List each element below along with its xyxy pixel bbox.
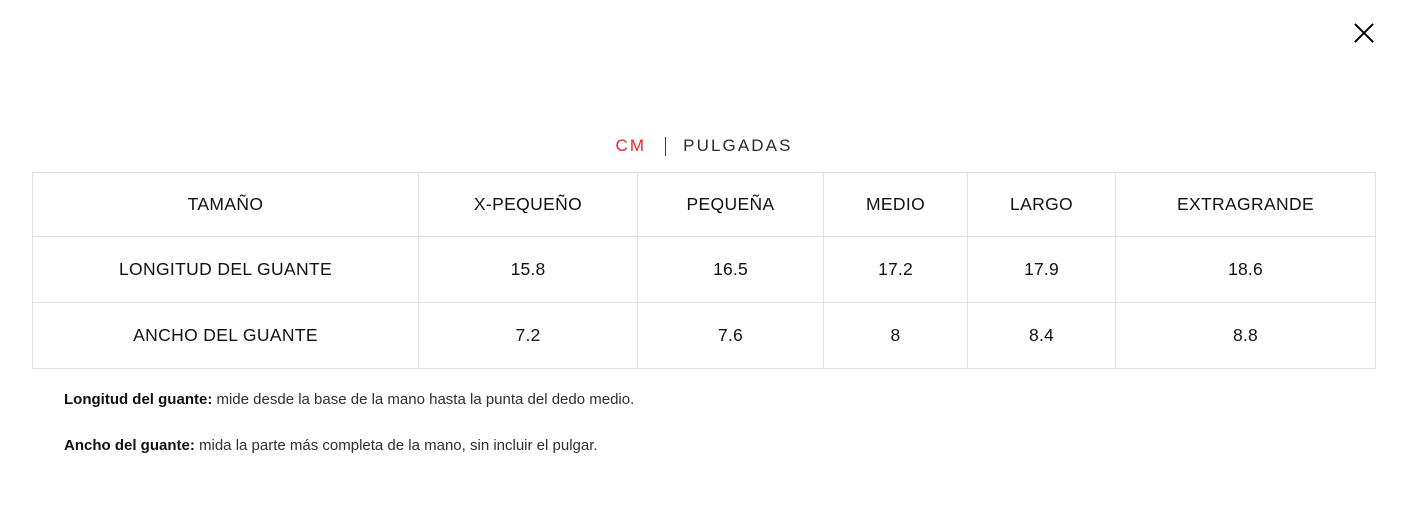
close-button[interactable] bbox=[1344, 13, 1384, 53]
row-label-glove-width: ANCHO DEL GUANTE bbox=[32, 302, 419, 369]
close-icon bbox=[1353, 22, 1375, 44]
cell-width-small: 7.6 bbox=[637, 302, 824, 369]
cell-width-medium: 8 bbox=[823, 302, 968, 369]
cell-length-large: 17.9 bbox=[967, 236, 1116, 303]
note-text-glove-length: mide desde la base de la mano hasta la p… bbox=[216, 391, 635, 408]
note-label-glove-length: Longitud del guante: bbox=[64, 391, 213, 408]
cell-width-x-small: 7.2 bbox=[418, 302, 638, 369]
unit-toggle: CM PULGADAS bbox=[0, 136, 1408, 156]
unit-option-pulgadas[interactable]: PULGADAS bbox=[683, 136, 793, 155]
table-header-row: TAMAÑO X-PEQUEÑO PEQUEÑA MEDIO LARGO EXT… bbox=[32, 172, 1376, 237]
column-header-medium: MEDIO bbox=[823, 172, 968, 237]
unit-option-cm[interactable]: CM bbox=[615, 136, 647, 155]
cell-length-x-small: 15.8 bbox=[418, 236, 638, 303]
column-header-large: LARGO bbox=[967, 172, 1116, 237]
column-header-extra-large: EXTRAGRANDE bbox=[1115, 172, 1376, 237]
note-label-glove-width: Ancho del guante: bbox=[64, 436, 195, 454]
cell-width-extra-large: 8.8 bbox=[1115, 302, 1376, 369]
note-glove-width: Ancho del guante: mida la parte más comp… bbox=[64, 435, 1264, 457]
note-glove-length: Longitud del guante: mide desde la base … bbox=[64, 389, 1264, 411]
note-text-glove-width: mida la parte más completa de la mano, s… bbox=[199, 436, 598, 454]
column-header-small: PEQUEÑA bbox=[637, 172, 824, 237]
column-header-x-small: X-PEQUEÑO bbox=[418, 172, 638, 237]
column-header-size: TAMAÑO bbox=[32, 172, 419, 237]
size-chart-table: TAMAÑO X-PEQUEÑO PEQUEÑA MEDIO LARGO EXT… bbox=[32, 172, 1376, 369]
table-row: ANCHO DEL GUANTE 7.2 7.6 8 8.4 8.8 bbox=[32, 302, 1376, 369]
row-label-glove-length: LONGITUD DEL GUANTE bbox=[32, 236, 419, 303]
measurement-notes: Longitud del guante: mide desde la base … bbox=[64, 389, 1264, 481]
cell-length-small: 16.5 bbox=[637, 236, 824, 303]
cell-length-medium: 17.2 bbox=[823, 236, 968, 303]
cell-length-extra-large: 18.6 bbox=[1115, 236, 1376, 303]
unit-separator bbox=[665, 136, 667, 156]
table-row: LONGITUD DEL GUANTE 15.8 16.5 17.2 17.9 … bbox=[32, 236, 1376, 303]
cell-width-large: 8.4 bbox=[967, 302, 1116, 369]
